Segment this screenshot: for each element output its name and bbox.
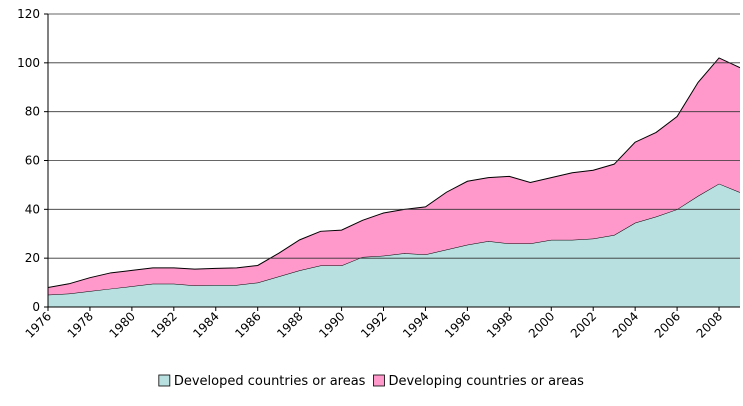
x-tick-label: 1996 xyxy=(442,309,473,340)
y-tick-label: 120 xyxy=(17,7,40,21)
x-tick-label: 1988 xyxy=(274,309,305,340)
legend-label: Developing countries or areas xyxy=(388,374,584,389)
y-tick-label: 60 xyxy=(25,154,40,168)
x-tick-label: 2000 xyxy=(526,309,557,340)
x-tick-label: 1986 xyxy=(232,309,263,340)
x-tick-label: 1998 xyxy=(484,309,515,340)
y-tick-label: 100 xyxy=(17,56,40,70)
y-tick-label: 20 xyxy=(25,251,40,265)
x-tick-label: 1992 xyxy=(358,309,389,340)
y-tick-label: 80 xyxy=(25,105,40,119)
x-tick-label: 1978 xyxy=(65,309,96,340)
x-tick-label: 1984 xyxy=(190,309,221,340)
y-tick-label: 40 xyxy=(25,202,40,216)
legend: Developed countries or areas Developing c… xyxy=(158,374,584,389)
x-tick-label: 1990 xyxy=(316,309,347,340)
x-tick-label: 2008 xyxy=(694,309,725,340)
x-tick-label: 1976 xyxy=(23,309,54,340)
legend-label: Developed countries or areas xyxy=(174,374,366,389)
x-tick-label: 2004 xyxy=(610,309,641,340)
x-tick-label: 1982 xyxy=(148,309,179,340)
y-tick-label: 0 xyxy=(32,300,40,314)
x-tick-label: 2002 xyxy=(568,309,599,340)
legend-swatch xyxy=(158,374,171,387)
x-tick-label: 1994 xyxy=(400,309,431,340)
area xyxy=(48,183,740,307)
area-outline xyxy=(48,57,740,288)
legend-swatch xyxy=(373,374,385,387)
x-tick-label: 2006 xyxy=(652,309,683,340)
x-tick-label: 1980 xyxy=(107,309,138,340)
area xyxy=(48,57,740,295)
plot-area xyxy=(48,57,740,307)
